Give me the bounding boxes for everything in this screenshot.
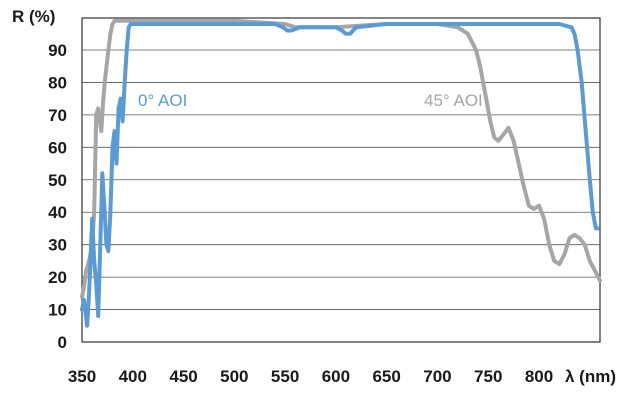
x-tick-500: 500 [220, 367, 248, 386]
series-lines [80, 18, 602, 328]
y-tick-labels: 0 10 20 30 40 50 60 70 80 90 [48, 41, 67, 352]
x-tick-550: 550 [271, 367, 299, 386]
x-tick-350: 350 [68, 367, 96, 386]
x-tick-labels: 350 400 450 500 550 600 650 700 750 800 [68, 367, 553, 386]
x-tick-650: 650 [372, 367, 400, 386]
series-line-0-aoi [80, 22, 600, 328]
x-tick-400: 400 [119, 367, 147, 386]
x-axis-title: λ (nm) [565, 367, 616, 386]
x-tick-750: 750 [474, 367, 502, 386]
x-tick-700: 700 [423, 367, 451, 386]
y-tick-40: 40 [48, 203, 67, 222]
series-label-45-aoi: 45° AOI [424, 91, 483, 110]
x-tick-600: 600 [322, 367, 350, 386]
x-tick-450: 450 [169, 367, 197, 386]
y-tick-60: 60 [48, 138, 67, 157]
y-axis-title: R (%) [12, 7, 55, 26]
y-tick-80: 80 [48, 73, 67, 92]
y-tick-10: 10 [48, 301, 67, 320]
series-line-45-aoi [80, 18, 602, 299]
series-label-0-aoi: 0° AOI [138, 91, 187, 110]
x-tick-800: 800 [525, 367, 553, 386]
y-tick-70: 70 [48, 106, 67, 125]
y-tick-0: 0 [58, 333, 67, 352]
y-tick-90: 90 [48, 41, 67, 60]
y-tick-30: 30 [48, 236, 67, 255]
y-tick-50: 50 [48, 171, 67, 190]
y-tick-20: 20 [48, 268, 67, 287]
plot-frame [81, 17, 601, 343]
grid [81, 17, 601, 343]
